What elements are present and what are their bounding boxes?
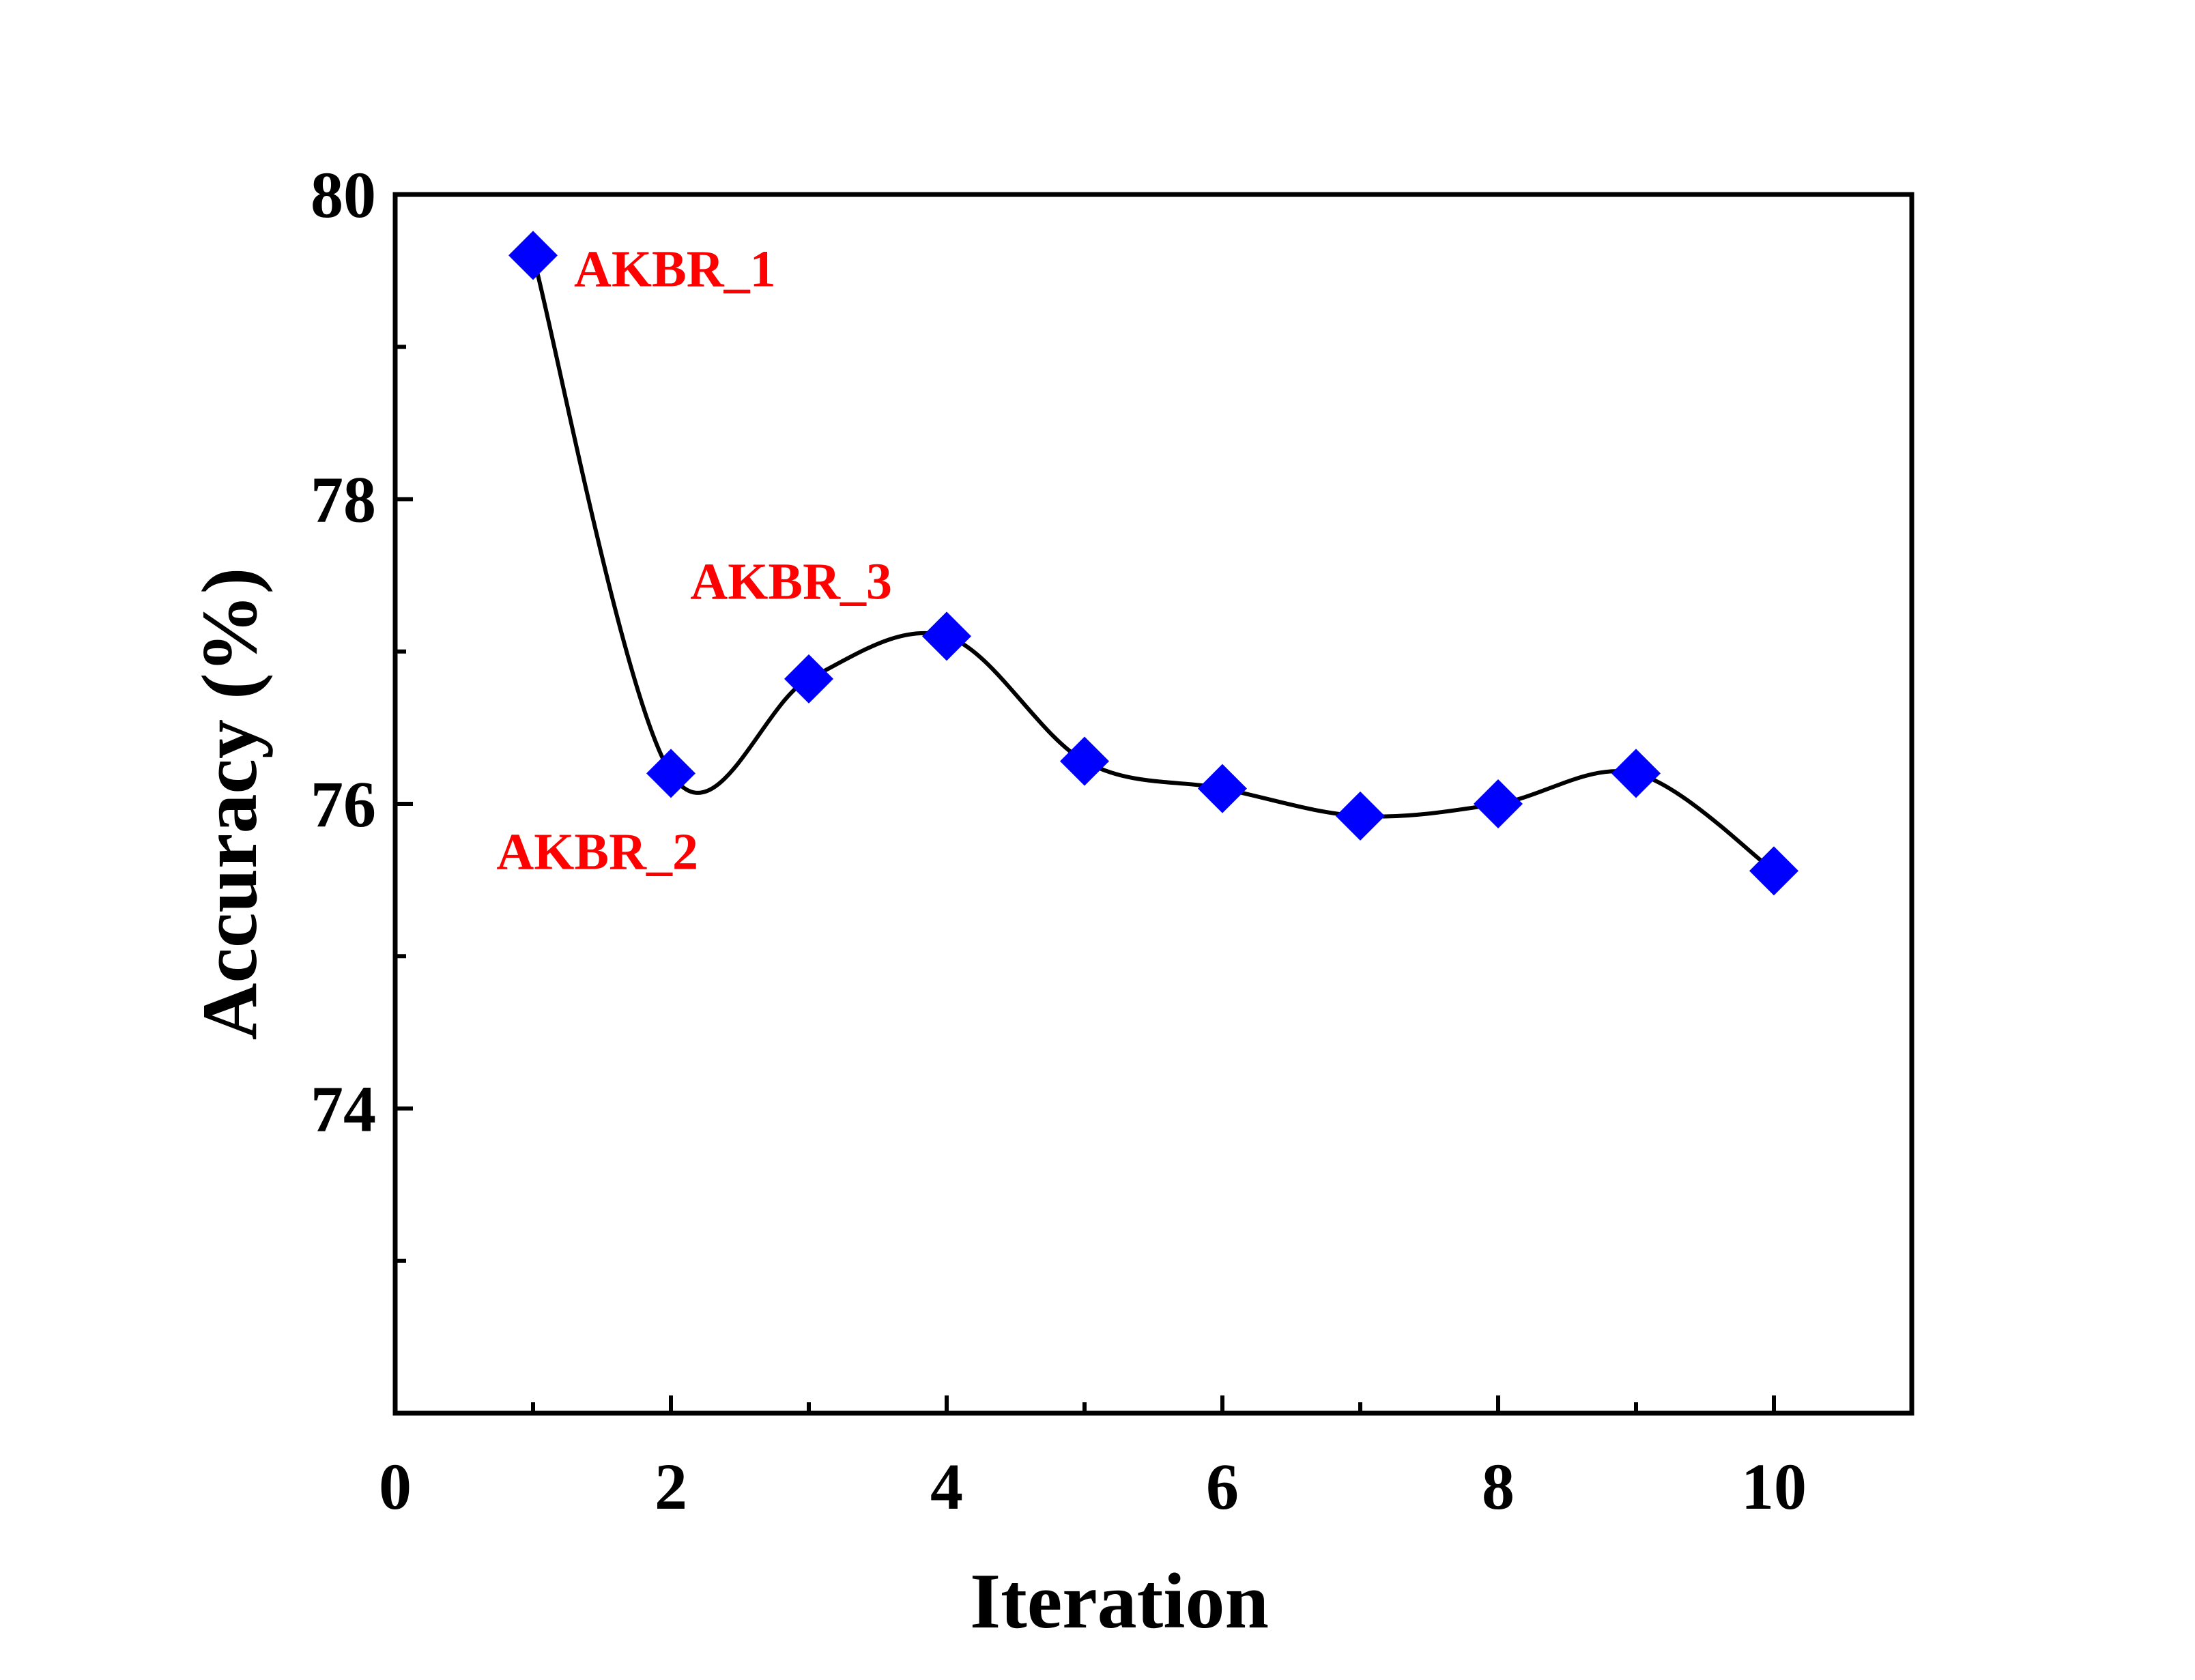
point-annotation: AKBR_1 [574, 240, 776, 298]
x-tick-label: 4 [930, 1450, 963, 1523]
x-tick-label: 6 [1206, 1450, 1239, 1523]
y-tick-label: 78 [311, 463, 376, 536]
plot-frame [392, 192, 1914, 1416]
x-tick-label: 0 [379, 1450, 412, 1523]
data-point [1611, 749, 1661, 798]
x-tick-label: 10 [1741, 1450, 1807, 1523]
x-tick-label: 8 [1482, 1450, 1515, 1523]
point-annotation: AKBR_2 [496, 823, 698, 880]
y-tick-label: 76 [311, 768, 376, 841]
data-point [1198, 764, 1247, 813]
y-axis-title: Accuracy (%) [186, 568, 274, 1041]
data-point [1474, 779, 1523, 828]
data-point [508, 231, 558, 280]
data-point [922, 611, 971, 661]
data-point [646, 749, 695, 798]
label-layer: 0 2 4 6 8 10 74 76 78 80 [311, 158, 1807, 1523]
point-annotation: AKBR_3 [690, 553, 892, 610]
y-tick-label: 74 [311, 1073, 376, 1146]
x-axis-title: Iteration [970, 1558, 1269, 1645]
data-point [1336, 791, 1385, 841]
data-point [1749, 846, 1798, 896]
annotation-layer: AKBR_1 AKBR_2 AKBR_3 [496, 240, 892, 880]
x-tick-label: 2 [655, 1450, 687, 1523]
data-point [1060, 736, 1109, 786]
marker-layer [508, 231, 1798, 896]
y-tick-label: 80 [311, 158, 376, 231]
data-point [784, 654, 833, 704]
